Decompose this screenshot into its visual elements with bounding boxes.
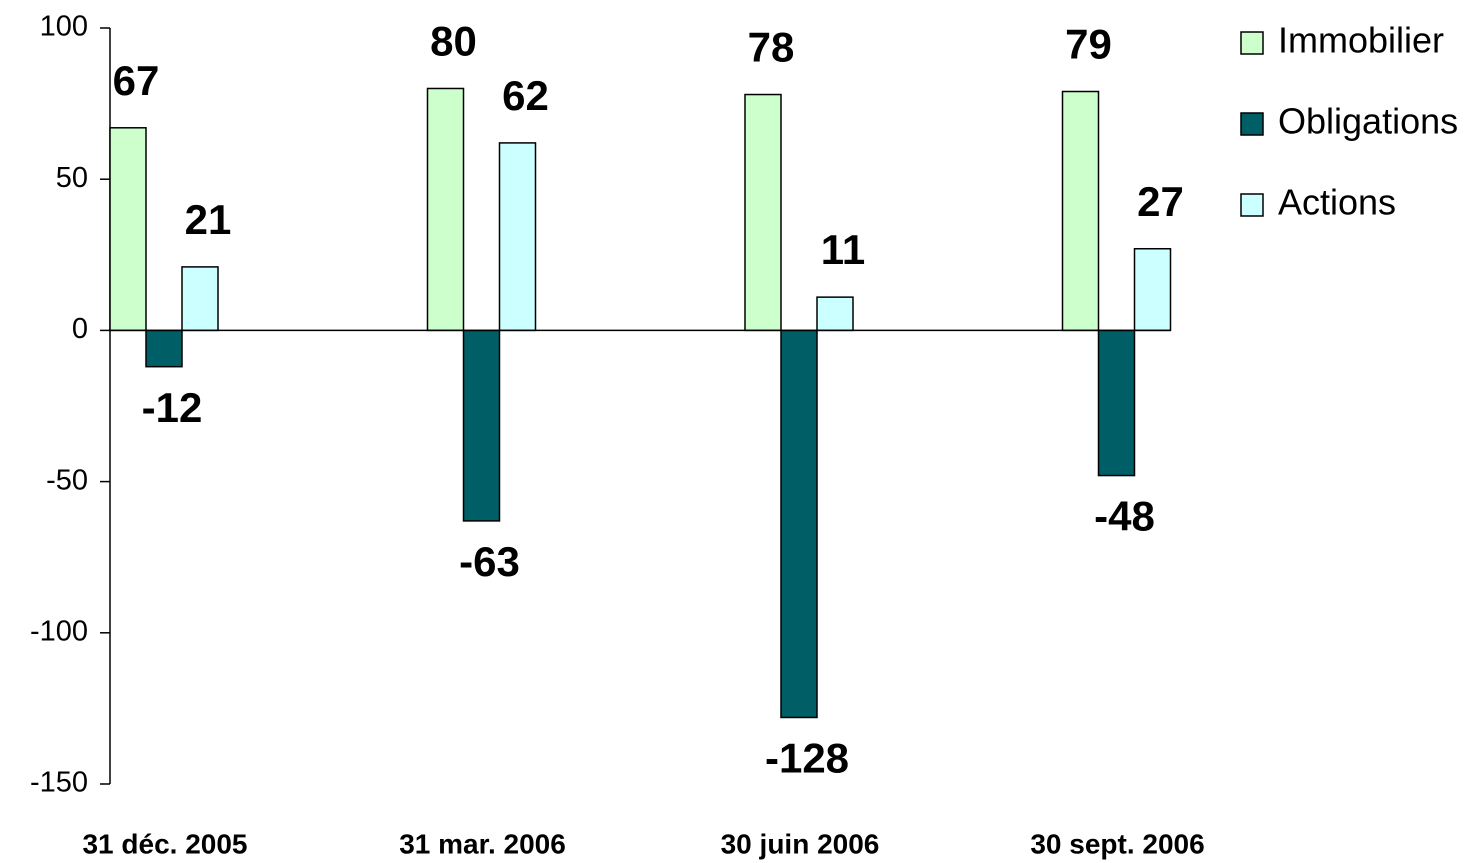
y-tick-label: 100 [40,11,88,43]
bar [109,127,147,332]
data-label: 11 [821,226,865,273]
y-tick-label: -100 [30,615,88,647]
x-tick-label: 31 déc. 2005 [82,828,247,859]
x-tick-label: 31 mar. 2006 [399,828,566,859]
x-tick-label: 30 juin 2006 [721,828,880,859]
bar [462,329,501,522]
legend-label: Immobilier [1278,20,1444,61]
data-label: 27 [1137,178,1184,225]
data-label: 80 [430,18,477,65]
bar [1061,90,1100,332]
legend-label: Actions [1278,182,1396,223]
bar [1097,329,1136,477]
data-label: 78 [748,24,795,71]
legend-label: Obligations [1278,101,1458,142]
legend-swatch [1240,193,1264,217]
bar [744,93,782,332]
y-tick-label: -50 [46,464,88,496]
bar [780,329,818,719]
data-label: -48 [1094,493,1155,540]
bar [181,266,219,332]
legend-swatch [1240,112,1264,136]
x-tick-label: 30 sept. 2006 [1030,828,1204,859]
data-label: 67 [113,57,160,104]
data-label: -12 [142,384,203,431]
y-tick-label: 0 [72,313,88,345]
y-tick-label: -150 [30,767,88,799]
legend-swatch [1240,31,1264,55]
data-label: 79 [1065,21,1112,68]
data-label: 62 [502,72,549,119]
data-label: 21 [185,196,232,243]
bar [816,296,854,332]
y-tick-label: 50 [56,162,88,194]
bar [498,142,537,332]
data-label: -128 [765,735,849,782]
data-label: -63 [459,538,520,585]
bar [1133,248,1172,332]
bar [426,87,465,332]
bar [145,329,183,368]
